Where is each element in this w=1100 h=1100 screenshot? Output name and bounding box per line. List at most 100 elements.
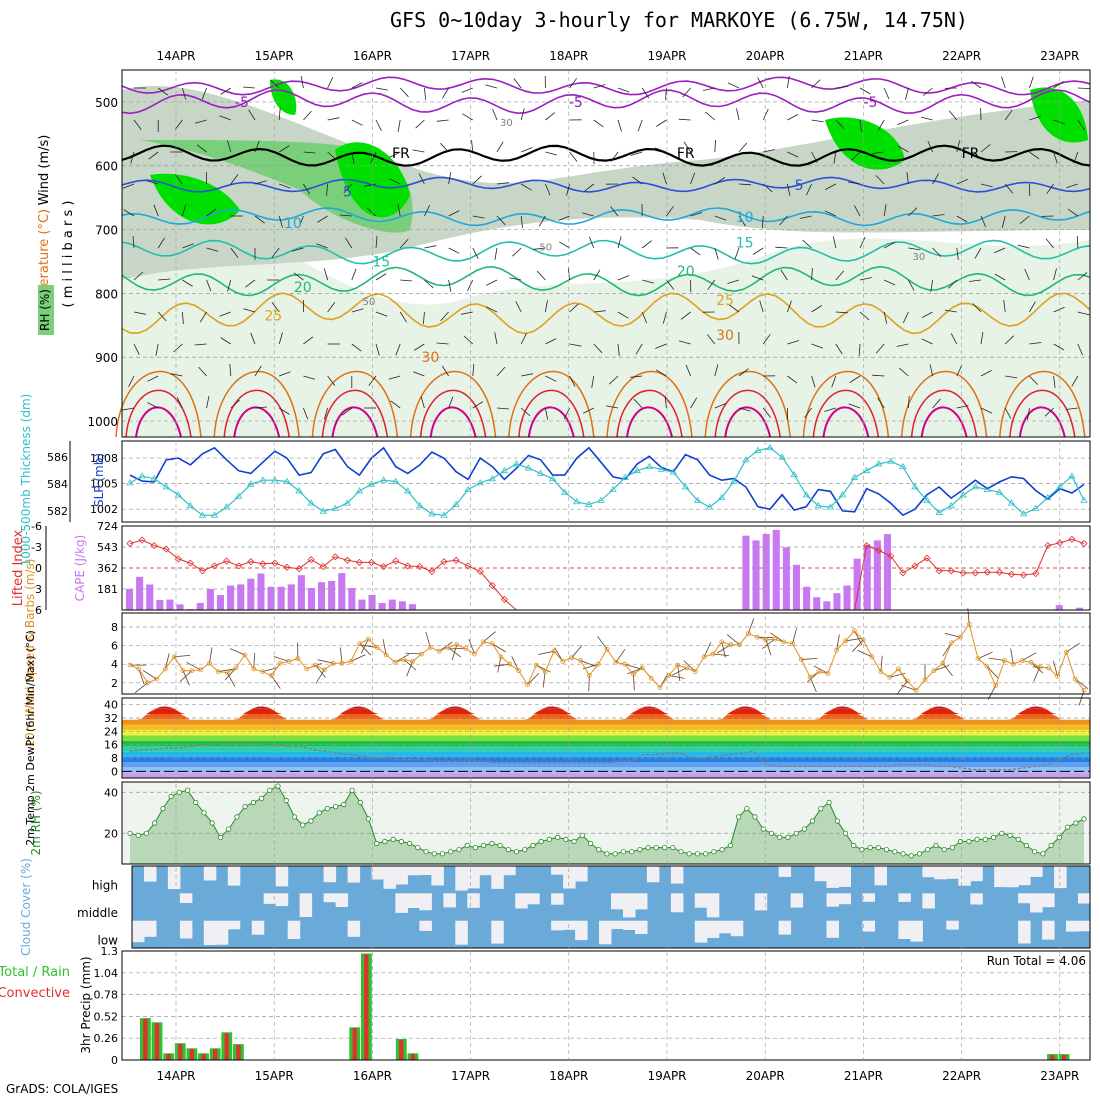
upper-wind-barb [872,151,885,154]
contour-label: 30 [422,350,440,366]
thickness-marker [899,462,907,470]
upper-wind-barb [994,273,1006,281]
upper-wind-barb [690,247,701,256]
wind10-barb [491,643,507,653]
upper-wind-barb [220,87,232,95]
wind10-marker [180,668,186,674]
upper-wind-barb [569,343,582,347]
rh2m-marker [1015,836,1021,843]
upper-wind-barb [327,302,336,313]
li-marker [1044,542,1052,550]
cape-bar [297,575,305,610]
upper-wind-barb [727,279,740,284]
cloud-clear-block [898,920,911,939]
upper-wind-barb [738,183,752,186]
rh2m-marker [925,846,931,853]
wind10-barb [633,674,635,691]
upper-wind-barb [245,279,256,288]
cloud-clear-block [479,866,492,876]
wind10-barb [538,650,555,655]
wind10-marker [472,651,477,657]
upper-wind-barb [206,396,210,409]
wind10-barb [765,639,772,656]
upper-wind-barb [848,403,861,409]
rh2m-marker [661,844,668,851]
thickness-ylabel: 1000-500mb Thickness (dm) [19,394,33,567]
upper-wind-barb [1004,335,1015,345]
wind10-barb [624,663,641,669]
cloud-clear-block [670,866,684,884]
upper-wind-barb [242,86,256,89]
thickness-marker [404,487,412,494]
wind10-barb [977,651,993,659]
precip-convective-bar [352,1028,357,1060]
cape-bar [358,599,366,610]
upper-wind-barb [415,119,425,129]
upper-wind-barb [317,215,328,223]
li-marker [355,558,363,566]
rh2m-marker [480,842,487,849]
thickness-marker [754,446,762,453]
upper-wind-barb [545,375,557,382]
upper-wind-barb [122,407,135,411]
upper-wind-barb [375,235,378,249]
upper-wind-barb [775,246,788,249]
upper-wind-barb [637,119,643,132]
cape-bar [388,599,396,610]
rh2m-marker [801,826,808,832]
cloud-clear-block [275,893,289,907]
upper-wind-barb [300,76,304,89]
precip-tick-label: 1.04 [94,967,119,980]
upper-wind-barb [678,118,691,121]
cloud-clear-block [1078,893,1091,904]
upper-wind-barb [641,87,650,99]
cloud-clear-block [227,920,241,930]
upper-wind-barb [278,407,290,415]
cloud-clear-block [144,920,157,937]
upper-wind-barb [835,343,843,355]
contour-label: FR [677,146,695,162]
thickness-marker [452,500,460,507]
upper-wind-barb [520,407,531,417]
upper-wind-barb [956,215,968,223]
temp-color-band [122,708,1090,714]
upper-wind-barb [182,279,193,287]
li-tick-label: 6 [35,604,42,617]
rh2m-marker [448,849,454,855]
upper-wind-barb [1053,151,1058,164]
cloud-clear-block [167,866,181,890]
upper-wind-barb [714,139,716,153]
li-marker [138,536,146,544]
thickness-marker [476,479,484,486]
rh2m-marker [530,842,536,849]
contour-40-arch [527,406,575,438]
upper-wind-barb [496,366,506,377]
upper-wind-barb [448,279,452,292]
upper-wind-barb [492,108,498,121]
cloud-clear-block [826,920,839,938]
upper-wind-barb [593,84,606,89]
rh2m-marker [620,849,627,855]
wind10-barb [571,645,583,658]
wind10-barb [406,661,414,677]
upper-wind-barb [1029,76,1034,89]
cloud-clear-block [395,866,408,885]
wind10-barb [497,656,502,673]
rh2m-marker [160,805,166,812]
upper-wind-barb [303,110,312,121]
upper-wind-barb [1017,244,1030,249]
upper-wind-barb [727,82,740,89]
upper-wind-barb [884,242,895,249]
wind10-marker [1028,659,1034,665]
rh2m-marker [777,834,783,841]
wind10-barb [350,654,366,662]
rh2m-marker [341,801,347,808]
cloud-clear-block [1030,893,1043,913]
wind10-barb [1066,642,1080,653]
wind10-barb [438,641,453,652]
thickness-marker [573,497,581,505]
upper-wind-barb [303,151,316,154]
rh2m-marker [522,846,528,853]
upper-wind-barb [1029,115,1041,121]
cloud-clear-block [826,893,839,907]
